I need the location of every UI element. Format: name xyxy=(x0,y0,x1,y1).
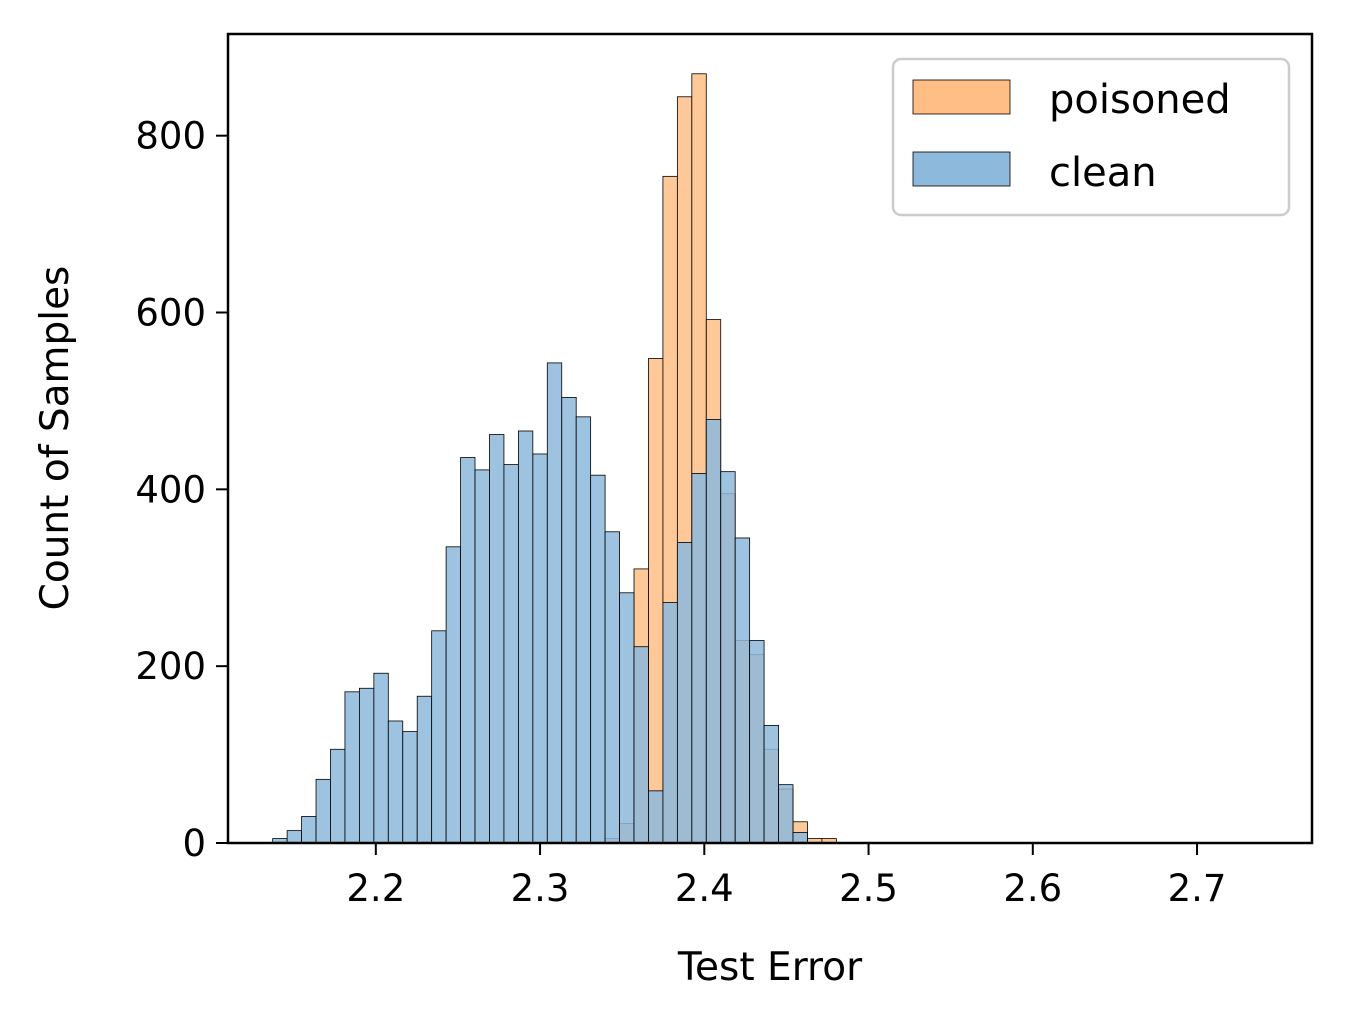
clean-bar-6 xyxy=(358,687,375,844)
clean-bar-1 xyxy=(286,830,302,844)
clean-bar-9 xyxy=(402,731,418,844)
clean-bar-34 xyxy=(763,725,779,844)
y-tick-label: 600 xyxy=(135,292,206,335)
clean-bar-15 xyxy=(489,434,505,844)
clean-bar-32 xyxy=(734,537,751,844)
clean-bar-19 xyxy=(546,362,563,844)
y-tick-label: 400 xyxy=(135,468,206,511)
clean-bar-18 xyxy=(532,453,548,844)
clean-bar-5 xyxy=(344,691,360,844)
clean-bar-35 xyxy=(778,784,794,844)
clean-bars xyxy=(272,362,808,844)
y-axis-title: Count of Samples xyxy=(33,266,78,611)
clean-bar-27 xyxy=(662,602,678,844)
clean-bar-26 xyxy=(648,790,664,844)
clean-bar-3 xyxy=(315,778,331,844)
x-tick-label: 2.4 xyxy=(675,867,734,910)
x-tick-label: 2.2 xyxy=(346,867,405,910)
clean-bar-29 xyxy=(691,473,707,844)
legend-label-poisoned: poisoned xyxy=(1049,77,1231,123)
clean-bar-33 xyxy=(749,640,765,844)
clean-bar-10 xyxy=(416,695,433,844)
legend: poisoned clean xyxy=(891,57,1291,217)
clean-bar-30 xyxy=(705,419,722,844)
clean-bar-14 xyxy=(474,469,490,844)
clean-bar-21 xyxy=(575,416,592,844)
plot-frame xyxy=(226,32,1314,845)
x-tick-label: 2.7 xyxy=(1168,867,1227,910)
clean-bar-17 xyxy=(517,430,534,844)
clean-bar-2 xyxy=(301,816,317,844)
clean-bar-22 xyxy=(590,474,606,844)
legend-swatch-poisoned xyxy=(912,79,1011,115)
legend-label-clean: clean xyxy=(1049,150,1157,196)
legend-swatch-clean xyxy=(912,151,1011,187)
clean-bar-16 xyxy=(503,464,519,844)
x-tick-label: 2.5 xyxy=(839,867,898,910)
y-tick-label: 0 xyxy=(182,822,206,865)
clean-bar-31 xyxy=(720,471,736,844)
x-tick-label: 2.3 xyxy=(511,867,570,910)
y-tick-label: 200 xyxy=(135,645,206,688)
clean-bar-13 xyxy=(460,457,476,844)
clean-bar-7 xyxy=(373,672,389,844)
x-axis: 2.2 2.3 2.4 2.5 2.6 2.7 xyxy=(346,843,1226,910)
clean-bar-4 xyxy=(330,748,346,844)
x-tick-label: 2.6 xyxy=(1003,867,1062,910)
clean-bar-20 xyxy=(561,396,577,844)
clean-bar-24 xyxy=(619,592,635,844)
poisoned-bar-3 xyxy=(648,358,664,844)
y-tick-label: 800 xyxy=(135,115,206,158)
clean-bar-8 xyxy=(387,720,404,844)
y-axis: 0 200 400 600 800 xyxy=(135,115,228,865)
clean-bar-11 xyxy=(431,630,447,844)
clean-bar-25 xyxy=(633,646,649,844)
clean-bar-12 xyxy=(445,546,461,844)
clean-bar-28 xyxy=(676,541,693,844)
x-axis-title: Test Error xyxy=(677,945,863,990)
clean-bar-23 xyxy=(604,531,620,844)
clean-bar-36 xyxy=(792,831,808,844)
